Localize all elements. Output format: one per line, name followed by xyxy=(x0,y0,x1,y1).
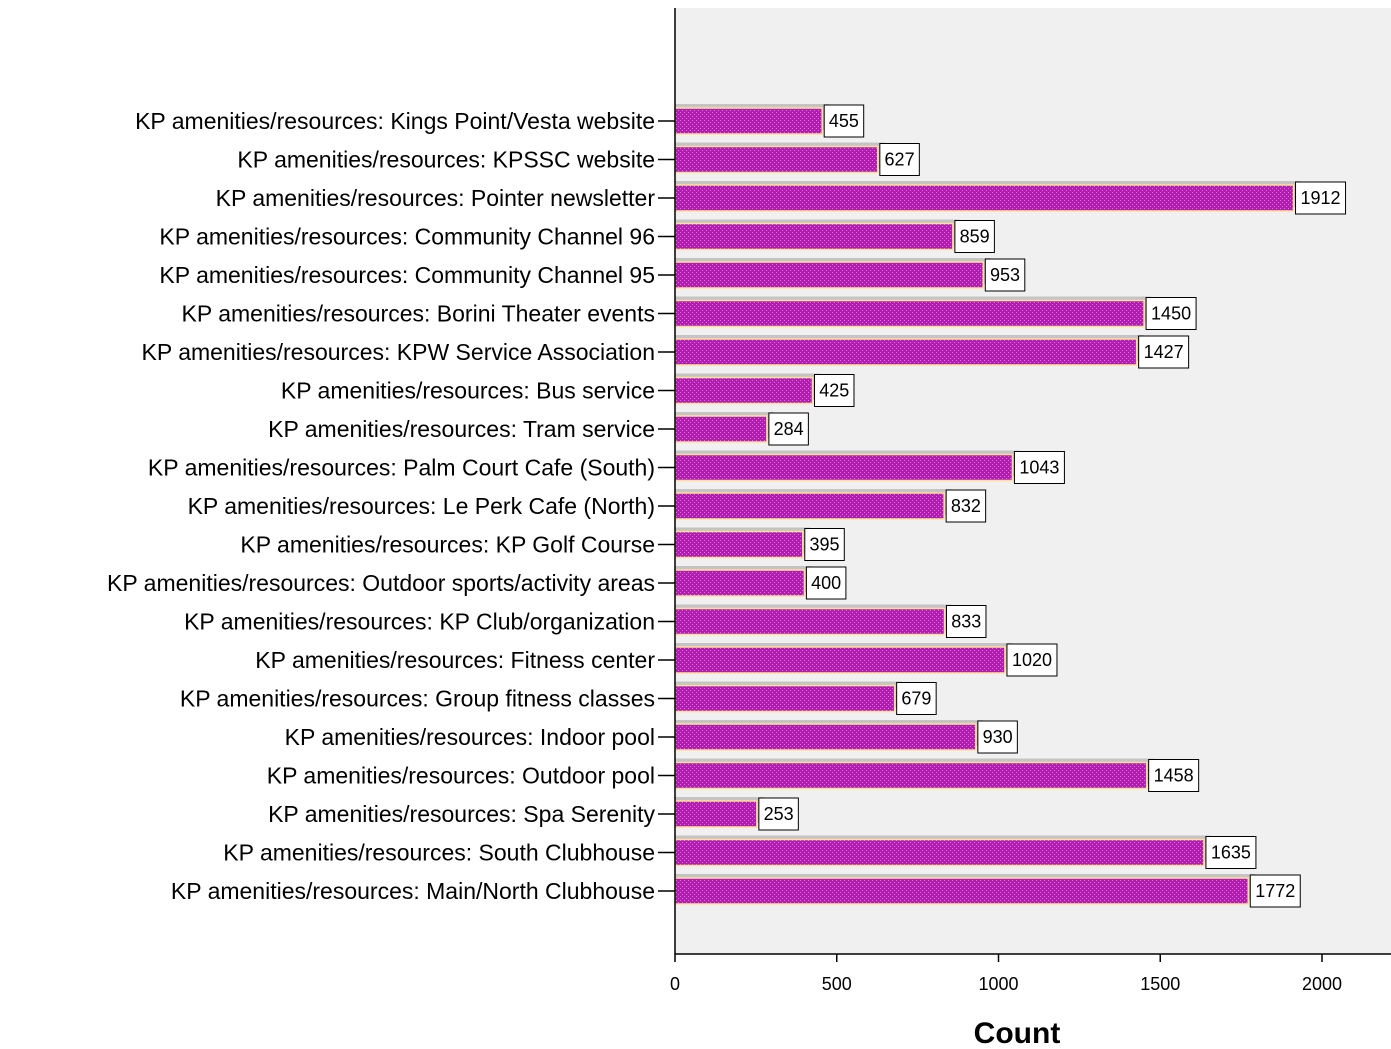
x-tick-label: 1500 xyxy=(1140,974,1180,994)
bar xyxy=(674,415,768,443)
data-label: 1427 xyxy=(1144,342,1184,362)
data-label-box xyxy=(984,258,1026,292)
category-label: KP amenities/resources: Group fitness cl… xyxy=(180,686,655,712)
data-label-box xyxy=(945,605,987,638)
x-tick-label: 0 xyxy=(670,974,680,994)
category-label: KP amenities/resources: Palm Court Cafe … xyxy=(148,455,655,481)
data-label: 859 xyxy=(960,227,990,247)
data-label-box xyxy=(1006,643,1058,677)
category-label: KP amenities/resources: Outdoor pool xyxy=(267,763,655,789)
data-label-box xyxy=(1249,874,1301,908)
data-label-box xyxy=(758,797,799,831)
category-label: KP amenities/resources: Outdoor sports/a… xyxy=(107,570,655,596)
category-label: KP amenities/resources: Fitness center xyxy=(255,647,655,673)
bar xyxy=(674,299,1145,328)
bar xyxy=(674,184,1295,212)
data-label: 1912 xyxy=(1301,188,1341,208)
category-label: KP amenities/resources: South Clubhouse xyxy=(223,840,655,866)
data-label: 1043 xyxy=(1019,458,1059,478)
data-label: 930 xyxy=(983,727,1013,747)
data-label-box xyxy=(977,720,1018,754)
category-label: KP amenities/resources: KPW Service Asso… xyxy=(142,339,655,365)
bar xyxy=(674,145,879,174)
bar xyxy=(674,530,804,559)
bar xyxy=(674,684,896,713)
data-label-box xyxy=(1138,335,1190,369)
data-label: 1020 xyxy=(1012,650,1052,670)
bar xyxy=(674,376,814,405)
category-label: KP amenities/resources: Le Perk Cafe (No… xyxy=(188,493,655,519)
category-labels: KP amenities/resources: Kings Point/Vest… xyxy=(107,108,655,904)
data-label-box xyxy=(804,528,845,561)
data-label-box xyxy=(1295,181,1347,215)
bars xyxy=(674,107,1295,905)
data-label: 284 xyxy=(774,419,804,439)
category-label: KP amenities/resources: Indoor pool xyxy=(285,724,655,750)
data-label: 253 xyxy=(764,804,794,824)
data-label: 400 xyxy=(811,573,841,593)
data-label-box xyxy=(1013,451,1065,484)
data-label: 1772 xyxy=(1255,881,1295,901)
category-label: KP amenities/resources: KP Golf Course xyxy=(240,532,655,558)
data-label: 395 xyxy=(810,535,840,555)
data-label: 425 xyxy=(819,381,849,401)
bar xyxy=(674,569,806,597)
data-label-box xyxy=(879,143,920,176)
bar xyxy=(674,453,1014,482)
data-label-box xyxy=(954,220,995,253)
category-label: KP amenities/resources: Community Channe… xyxy=(159,224,655,250)
data-label: 1635 xyxy=(1211,843,1251,863)
bar xyxy=(674,723,977,751)
data-label: 953 xyxy=(990,265,1020,285)
x-tick-label: 1000 xyxy=(978,974,1018,994)
category-label: KP amenities/resources: Pointer newslett… xyxy=(216,185,656,211)
data-label: 679 xyxy=(901,689,931,709)
data-label: 1450 xyxy=(1151,304,1191,324)
bar xyxy=(674,222,954,251)
data-label: 627 xyxy=(885,150,915,170)
data-label: 832 xyxy=(951,496,981,516)
x-tick-label: 500 xyxy=(822,974,852,994)
bar xyxy=(674,838,1205,867)
data-label: 833 xyxy=(951,612,981,632)
data-label: 455 xyxy=(829,111,859,131)
bar xyxy=(674,607,946,636)
bar xyxy=(674,800,758,828)
data-label-box xyxy=(1205,836,1257,869)
data-label-box xyxy=(805,566,847,600)
bar xyxy=(674,646,1006,674)
data-label-box xyxy=(896,682,937,715)
x-axis-ticks: 0 500 1000 1500 2000 xyxy=(670,954,1342,994)
data-label-box xyxy=(1148,759,1200,792)
data-label-box xyxy=(1145,297,1197,330)
data-label-box xyxy=(945,489,987,523)
category-label: KP amenities/resources: Main/North Clubh… xyxy=(171,878,655,904)
bar xyxy=(674,877,1249,905)
x-axis-title: Count xyxy=(974,1017,1061,1049)
data-label-box xyxy=(813,374,855,407)
category-label: KP amenities/resources: Community Channe… xyxy=(159,262,655,288)
bar xyxy=(674,338,1138,366)
bar xyxy=(674,107,823,135)
bar xyxy=(674,261,985,289)
data-label-box xyxy=(823,104,865,138)
category-label: KP amenities/resources: KP Club/organiza… xyxy=(184,609,655,635)
category-label: KP amenities/resources: Kings Point/Vest… xyxy=(135,108,655,134)
data-label: 1458 xyxy=(1154,766,1194,786)
category-label: KP amenities/resources: KPSSC website xyxy=(237,147,655,173)
category-label: KP amenities/resources: Borini Theater e… xyxy=(182,301,655,327)
bar xyxy=(674,761,1148,790)
bar xyxy=(674,492,945,520)
y-axis-ticks xyxy=(658,120,675,892)
category-label: KP amenities/resources: Bus service xyxy=(281,378,655,404)
category-label: KP amenities/resources: Spa Serenity xyxy=(268,801,655,827)
x-tick-label: 2000 xyxy=(1302,974,1342,994)
category-label: KP amenities/resources: Tram service xyxy=(268,416,655,442)
data-label-box xyxy=(768,412,809,446)
